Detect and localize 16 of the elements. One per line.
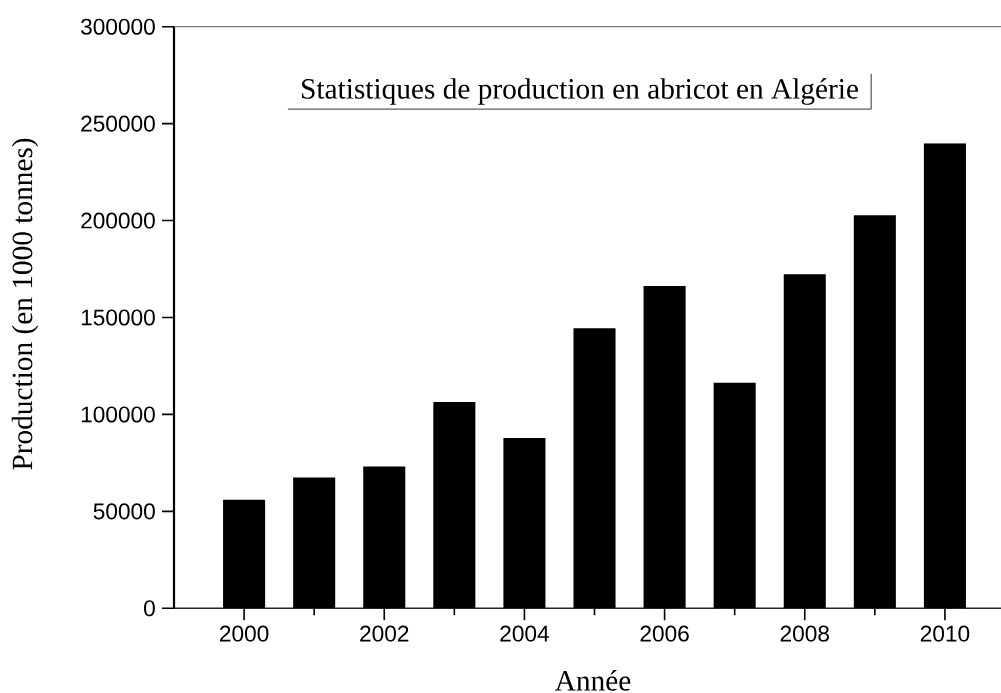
y-tick-label: 150000 xyxy=(81,309,155,326)
x-tick-label: 2002 xyxy=(360,625,409,642)
text: Statistiques de production en abricot en Algérie xyxy=(302,78,858,105)
x-tick-label: 2008 xyxy=(780,625,829,642)
y-tick-label: 50000 xyxy=(93,503,155,520)
y-tick-label: 200000 xyxy=(81,212,155,229)
x-tick-label: 2004 xyxy=(500,625,549,642)
y-axis-title: Production (en 1000 tonnes) xyxy=(11,138,39,470)
y-tick-label: 100000 xyxy=(81,406,155,423)
x-tick-label: 2006 xyxy=(640,625,689,642)
x-axis-title: Année xyxy=(555,670,631,691)
y-tick-label: 0 xyxy=(144,600,155,617)
y-tick-label: 300000 xyxy=(80,18,155,35)
x-tick-label: 2000 xyxy=(220,625,269,642)
x-tick-label: 2010 xyxy=(920,625,970,642)
y-tick-label: 250000 xyxy=(81,115,155,132)
